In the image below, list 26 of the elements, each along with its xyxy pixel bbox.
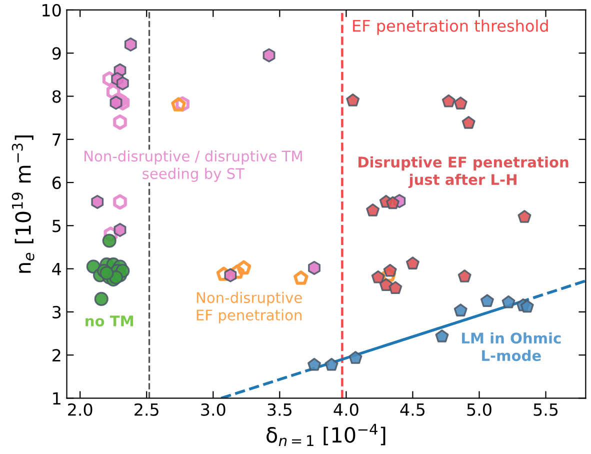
y-tick-label: 6 [52,176,61,190]
y-tick-label: 1 [53,392,60,404]
ref-line-label: EF penetration threshold [353,19,548,35]
x-tick-label: 2.5 [134,403,158,416]
y-tick-label: 8 [52,90,61,103]
y-tick-label: 2 [52,348,60,362]
series-label: Non-disruptive EF penetration [196,292,302,324]
y-tick-label: 10 [42,4,61,17]
y-tick-label: 7 [52,134,60,146]
y-tick-label: 4 [52,262,61,276]
x-tick-label: 4.5 [400,404,425,416]
x-tick-label: 3.0 [201,403,226,416]
text: Non-disruptive / disruptive TM seeding by ST [84,150,302,182]
y-tick-label: 9 [52,47,61,60]
x-tick-label: 3.5 [268,403,292,416]
series-label: LM in Ohmic L-mode [462,332,561,362]
series-label: no TM [86,316,133,326]
y-tick-label: 5 [52,220,60,232]
x-tick-label: 4.0 [334,403,358,416]
y-axis-title: n$_{e}$ [10$^{19}$ m$^{−3}$] [12,136,34,273]
x-axis-title: δ$_{n=1}$ [10$^{−4}$] [266,424,386,446]
y-tick-label: 3 [52,306,61,318]
x-tick-label: 2.0 [68,403,92,416]
x-tick-label: 5.0 [467,403,492,416]
series-label: Disruptive EF penetration just after L-H [358,156,568,188]
x-tick-label: 5.5 [534,404,558,416]
